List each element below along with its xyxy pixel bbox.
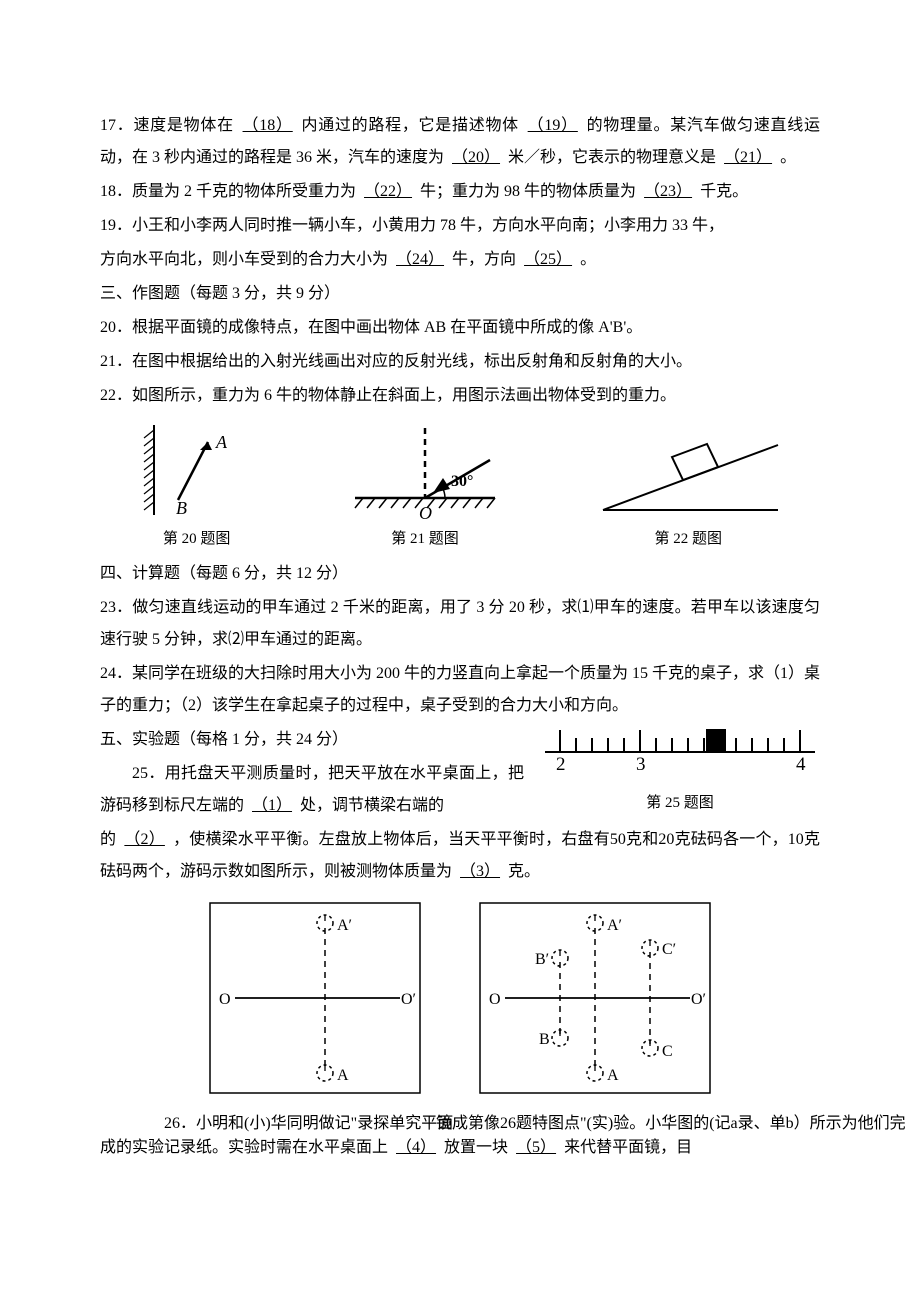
fig20: A B 第 20 题图 xyxy=(132,420,262,554)
blank-22: （22） xyxy=(360,183,416,200)
q18-t1: 18．质量为 2 千克的物体所受重力为 xyxy=(100,183,356,200)
scale-2: 2 xyxy=(556,754,566,772)
section5-heading: 五、实验题（每格 1 分，共 24 分） xyxy=(100,724,524,756)
fig26b-C: C xyxy=(662,1043,673,1060)
fig21: 30° O 第 21 题图 xyxy=(325,420,525,554)
q21: 21．在图中根据给出的入射光线画出对应的反射光线，标出反射角和反射角的大小。 xyxy=(100,346,820,378)
fig25-svg: 2 3 4 xyxy=(540,724,820,772)
fig26b-Ap: A′ xyxy=(607,917,622,934)
q25-part1: 25．用托盘天平测质量时，把天平放在水平桌面上，把游码移到标尺左端的 （1） 处… xyxy=(100,758,524,822)
blank-q25-1: （1） xyxy=(248,797,296,814)
blank-q25-2: （2） xyxy=(120,831,169,848)
fig26a-A: A xyxy=(337,1067,349,1084)
q20: 20．根据平面镜的成像特点，在图中画出物体 AB 在平面镜中所成的像 A'B'。 xyxy=(100,312,820,344)
q23: 23．做匀速直线运动的甲车通过 2 千米的距离，用了 3 分 20 秒，求⑴甲车… xyxy=(100,592,820,656)
blank-24: （24） xyxy=(392,251,448,268)
blank-25: （25） xyxy=(520,251,576,268)
label-A: A xyxy=(215,432,228,452)
q17-t1: 17．速度是物体在 xyxy=(100,117,234,134)
figures-row-1: A B 第 20 题图 30° O 第 21 题图 xyxy=(100,420,820,554)
fig26b-B: B xyxy=(539,1031,550,1048)
blank-q26-5: （5） xyxy=(512,1139,560,1156)
q17-t5: 。 xyxy=(780,149,796,166)
fig26b-A: A xyxy=(607,1067,619,1084)
fig26b-svg: O O′ A A′ B B′ C C′ xyxy=(475,898,715,1098)
q19-t2: 牛，方向 xyxy=(452,251,516,268)
angle-label: 30° xyxy=(451,473,473,490)
q26-overlap: 26．小明和(小)华同明做记"录探单究平面 镜成第像26题特图点"(实)验。小华… xyxy=(100,1108,820,1130)
section3-heading: 三、作图题（每题 3 分，共 9 分） xyxy=(100,278,820,310)
scale-4: 4 xyxy=(796,754,806,772)
fig26b-O: O xyxy=(489,991,501,1008)
q18-t3: 千克。 xyxy=(700,183,748,200)
fig22: 第 22 题图 xyxy=(588,420,788,554)
fig22-label: 第 22 题图 xyxy=(655,524,723,554)
blank-23: （23） xyxy=(640,183,696,200)
fig26b-Cp: C′ xyxy=(662,941,676,958)
q18-t2: 牛；重力为 98 牛的物体质量为 xyxy=(420,183,636,200)
q17: 17．速度是物体在 （18） 内通过的路程，它是描述物体 （19） 的物理量。某… xyxy=(100,110,820,174)
section4-heading: 四、计算题（每题 6 分，共 12 分） xyxy=(100,558,820,590)
fig22-svg xyxy=(588,420,788,520)
fig26a-Ap: A′ xyxy=(337,917,352,934)
q26-t3: 来代替平面镜，目 xyxy=(564,1139,692,1156)
blank-21: （21） xyxy=(720,149,776,166)
figures-row-2: O O′ A A′ O O′ A A′ B B′ C xyxy=(100,898,820,1098)
label-B: B xyxy=(176,498,187,518)
q19-t1: 方向水平向北，则小车受到的合力大小为 xyxy=(100,251,388,268)
q26-t1: 成的实验记录纸。实验时需在水平桌面上 xyxy=(100,1139,388,1156)
fig26a-svg: O O′ A A′ xyxy=(205,898,425,1098)
q25-part2: 的 （2） ，使横梁水平平衡。左盘放上物体后，当天平平衡时，右盘有50克和20克… xyxy=(100,824,820,888)
q17-t2: 内通过的路程，它是描述物体 xyxy=(301,117,518,134)
q18: 18．质量为 2 千克的物体所受重力为 （22） 牛；重力为 98 牛的物体质量… xyxy=(100,176,820,208)
scale-3: 3 xyxy=(636,754,646,772)
q25-t2: 处，调节横梁右端的 xyxy=(300,797,444,814)
blank-q26-4: （4） xyxy=(392,1139,440,1156)
fig26b-Bp: B′ xyxy=(535,951,549,968)
blank-q25-3: （3） xyxy=(456,863,504,880)
fig21-svg: 30° O xyxy=(325,420,525,520)
fig20-svg: A B xyxy=(132,420,262,520)
scale-pointer xyxy=(706,729,726,752)
label-O: O xyxy=(419,503,432,520)
q19-l1: 19．小王和小李两人同时推一辆小车，小黄用力 78 牛，方向水平向南；小李用力 … xyxy=(100,210,820,242)
fig20-label: 第 20 题图 xyxy=(163,524,231,554)
blank-18: （18） xyxy=(239,117,297,134)
q25-row: 五、实验题（每格 1 分，共 24 分） 25．用托盘天平测质量时，把天平放在水… xyxy=(100,724,820,824)
q22: 22．如图所示，重力为 6 牛的物体静止在斜面上，用图示法画出物体受到的重力。 xyxy=(100,380,820,412)
q17-t4: 米／秒，它表示的物理意义是 xyxy=(508,149,716,166)
q24: 24．某同学在班级的大扫除时用大小为 200 牛的力竖直向上拿起一个质量为 15… xyxy=(100,658,820,722)
q19-l2: 方向水平向北，则小车受到的合力大小为 （24） 牛，方向 （25） 。 xyxy=(100,244,820,276)
blank-20: （20） xyxy=(448,149,504,166)
q26-t2: 放置一块 xyxy=(444,1139,508,1156)
q25-t4: 克。 xyxy=(508,863,540,880)
q19-t3: 。 xyxy=(580,251,596,268)
fig26a-Op: O′ xyxy=(401,991,416,1008)
fig21-label: 第 21 题图 xyxy=(391,524,459,554)
fig26a-O: O xyxy=(219,991,231,1008)
fig26b-Op: O′ xyxy=(691,991,706,1008)
q26-overlap-b: 镜成第像26题特图点"(实)验。小华图的(记a录、单b）所示为他们完 xyxy=(404,1108,906,1140)
blank-19: （19） xyxy=(524,117,582,134)
fig25-label: 第 25 题图 xyxy=(540,788,820,818)
